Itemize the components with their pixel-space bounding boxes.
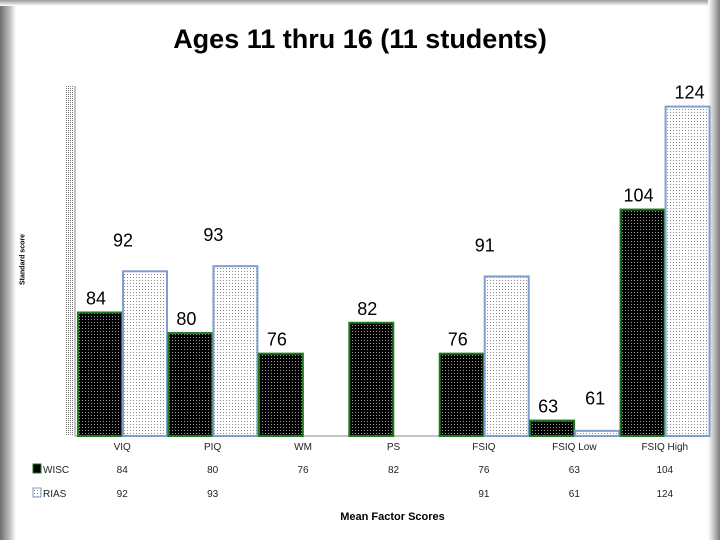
bar-rias-viq — [122, 270, 168, 438]
chart-title: Ages 11 thru 16 (11 students) — [173, 24, 547, 54]
slide-shadow-top — [0, 0, 720, 6]
table-cell: 92 — [117, 489, 129, 500]
table-cell: 80 — [207, 465, 219, 476]
y-axis-label: Standard score — [19, 234, 27, 285]
table-cell: 76 — [298, 465, 310, 476]
category-label: VIQ — [114, 442, 131, 453]
slide-shadow-left — [0, 0, 16, 540]
legend-name-wisc: WISC — [43, 465, 69, 476]
data-label-rias: 93 — [203, 225, 223, 245]
bar-rias-fsiq-high — [664, 105, 711, 438]
legend-key-rias — [32, 487, 42, 498]
table-cell: 82 — [388, 465, 400, 476]
data-label-rias: 92 — [113, 230, 133, 250]
bar-rias-fsiq — [483, 275, 530, 437]
category-label: FSIQ — [472, 442, 496, 453]
legend-key-wisc — [32, 463, 42, 474]
table-cell: 93 — [207, 489, 219, 500]
bar-wisc-fsiq — [438, 352, 485, 438]
bar-wisc-piq — [167, 332, 214, 438]
data-label-wisc: 104 — [624, 186, 654, 206]
data-label-wisc: 76 — [267, 330, 287, 350]
table-cell: 124 — [656, 489, 673, 500]
category-label: PS — [387, 442, 401, 453]
data-label-rias: 61 — [585, 389, 605, 409]
bar-wisc-fsiq-low — [529, 419, 576, 438]
category-label: FSIQ Low — [552, 442, 597, 453]
table-cell: 63 — [569, 465, 581, 476]
bar-wisc-viq — [77, 311, 123, 437]
table-cell: 104 — [656, 465, 673, 476]
data-label-wisc: 63 — [538, 397, 558, 417]
bar-wisc-ps — [348, 321, 395, 437]
table-cell: 84 — [117, 465, 129, 476]
category-label: PIQ — [204, 442, 221, 453]
bar-rias-piq — [212, 265, 259, 437]
data-label-wisc: 80 — [176, 309, 196, 329]
slide-shadow-right — [708, 0, 720, 540]
data-label-wisc: 82 — [357, 299, 377, 319]
data-label-wisc: 76 — [448, 330, 468, 350]
bar-wisc-wm — [257, 352, 304, 438]
table-cell: 91 — [478, 489, 490, 500]
data-label-wisc: 84 — [86, 288, 106, 308]
bar-rias-fsiq-low — [574, 429, 621, 437]
data-label-rias: 91 — [475, 235, 495, 255]
table-cell: 61 — [569, 489, 581, 500]
legend-name-rias: RIAS — [43, 489, 67, 500]
bar-wisc-fsiq-high — [619, 208, 666, 437]
category-label: WM — [294, 442, 312, 453]
category-label: FSIQ High — [641, 442, 688, 453]
data-label-rias: 124 — [675, 83, 705, 103]
table-cell: 76 — [478, 465, 490, 476]
x-axis-label: Mean Factor Scores — [340, 511, 445, 523]
y-axis-ticks — [66, 86, 74, 436]
